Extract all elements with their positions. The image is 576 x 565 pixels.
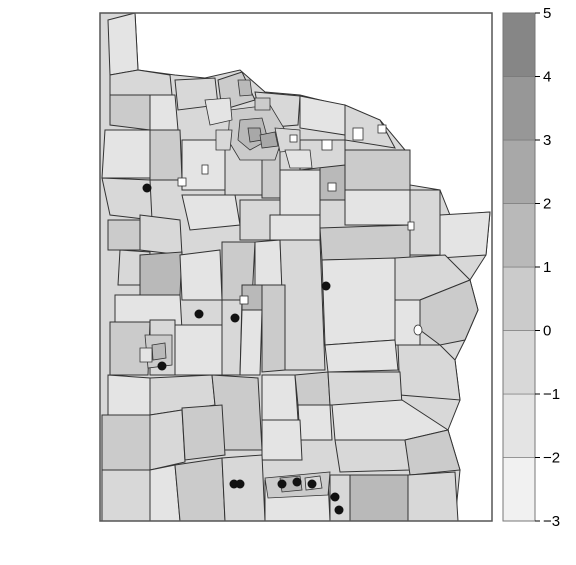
legend-bin bbox=[502, 457, 536, 522]
site-point bbox=[235, 479, 245, 489]
legend-tick-label: 5 bbox=[543, 5, 551, 22]
region bbox=[181, 404, 226, 461]
region bbox=[319, 224, 411, 261]
region bbox=[439, 211, 491, 259]
site-point bbox=[334, 505, 344, 515]
region bbox=[294, 371, 331, 406]
region bbox=[394, 299, 421, 346]
legend-tick-label: −1 bbox=[543, 386, 560, 403]
legend-tick-label: 0 bbox=[543, 323, 551, 340]
site-point bbox=[230, 313, 240, 323]
region bbox=[344, 104, 396, 149]
region bbox=[109, 94, 151, 131]
region bbox=[181, 194, 241, 231]
region bbox=[221, 454, 266, 521]
region bbox=[179, 249, 223, 301]
region bbox=[211, 374, 263, 451]
region bbox=[279, 239, 326, 371]
region bbox=[261, 284, 286, 373]
site-point bbox=[157, 361, 167, 371]
legend-bin bbox=[502, 266, 536, 331]
region bbox=[221, 299, 243, 376]
legend-tick-label: −3 bbox=[543, 513, 560, 530]
legend-bin bbox=[502, 203, 536, 268]
site-point bbox=[277, 479, 287, 489]
region bbox=[139, 214, 183, 256]
site-point bbox=[307, 479, 317, 489]
region bbox=[344, 189, 411, 226]
small-enclaves bbox=[177, 124, 423, 336]
region bbox=[101, 469, 151, 521]
legend-tick-label: 4 bbox=[543, 69, 551, 86]
region bbox=[139, 251, 183, 296]
legend-bin bbox=[502, 76, 536, 141]
site-point bbox=[142, 183, 152, 193]
region bbox=[101, 414, 151, 471]
map-panel bbox=[99, 12, 493, 522]
region bbox=[299, 95, 346, 136]
legend-ticks: 5 4 3 2 1 0 −1 −2 −3 bbox=[535, 5, 560, 530]
regions bbox=[100, 13, 491, 521]
legend-bin bbox=[502, 12, 536, 77]
region bbox=[254, 239, 283, 286]
region bbox=[239, 309, 263, 376]
site-point bbox=[321, 281, 331, 291]
region bbox=[349, 474, 409, 521]
region bbox=[107, 374, 151, 416]
region bbox=[107, 13, 139, 76]
region bbox=[324, 339, 399, 373]
region bbox=[334, 439, 411, 473]
region bbox=[149, 94, 179, 131]
region bbox=[297, 404, 333, 441]
region bbox=[321, 257, 396, 346]
map-frame bbox=[99, 12, 493, 522]
region bbox=[109, 69, 173, 96]
legend-tick-label: 3 bbox=[543, 132, 551, 149]
legend-tick-label: 2 bbox=[543, 196, 551, 213]
site-point bbox=[194, 309, 204, 319]
region bbox=[404, 429, 461, 476]
legend-bin bbox=[502, 139, 536, 204]
site-point bbox=[292, 477, 302, 487]
color-legend: 5 4 3 2 1 0 −1 −2 −3 bbox=[502, 5, 560, 530]
region bbox=[269, 214, 321, 241]
region bbox=[407, 471, 459, 521]
region bbox=[409, 189, 441, 256]
legend-tick-label: 1 bbox=[543, 259, 551, 276]
site-points bbox=[142, 183, 344, 515]
region bbox=[327, 371, 403, 406]
urban-cluster-north bbox=[204, 79, 313, 169]
region bbox=[107, 219, 141, 251]
region bbox=[319, 164, 346, 201]
urban-cluster-west bbox=[139, 334, 173, 369]
legend-tick-label: −2 bbox=[543, 450, 560, 467]
region bbox=[174, 324, 223, 376]
region bbox=[344, 149, 411, 191]
legend-bins bbox=[502, 12, 536, 522]
region bbox=[261, 374, 299, 421]
region bbox=[149, 464, 181, 521]
region bbox=[149, 129, 183, 181]
region bbox=[101, 129, 151, 179]
legend-bin bbox=[502, 393, 536, 458]
region bbox=[149, 409, 186, 471]
legend-bin bbox=[502, 330, 536, 395]
region bbox=[279, 169, 321, 216]
region bbox=[261, 419, 303, 461]
site-point bbox=[330, 492, 340, 502]
region bbox=[174, 457, 226, 521]
